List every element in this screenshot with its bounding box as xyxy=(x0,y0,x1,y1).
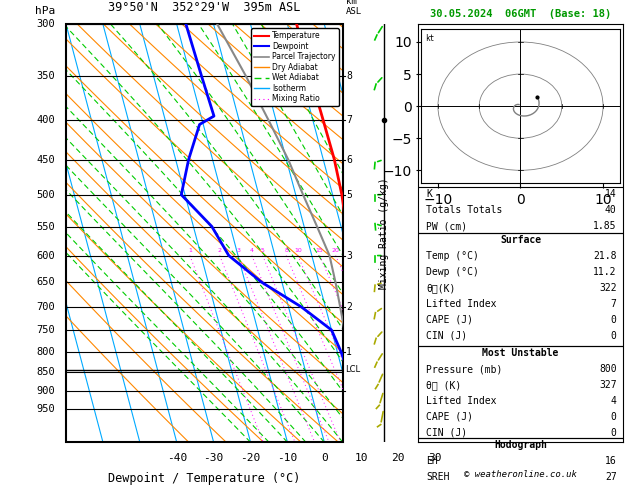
Text: 5: 5 xyxy=(260,248,265,254)
Text: Totals Totals: Totals Totals xyxy=(426,205,503,215)
Text: 8: 8 xyxy=(346,71,352,81)
Text: 550: 550 xyxy=(36,222,55,231)
Text: θᴄ(K): θᴄ(K) xyxy=(426,283,456,293)
Text: CAPE (J): CAPE (J) xyxy=(426,412,474,422)
Text: Mixing Ratio (g/kg): Mixing Ratio (g/kg) xyxy=(379,177,389,289)
Text: 800: 800 xyxy=(36,347,55,357)
Text: CIN (J): CIN (J) xyxy=(426,428,467,437)
Text: 21.8: 21.8 xyxy=(593,251,616,261)
Text: 700: 700 xyxy=(36,302,55,312)
Text: 40: 40 xyxy=(605,205,616,215)
Text: 3: 3 xyxy=(237,248,240,254)
Text: 20: 20 xyxy=(331,248,340,254)
Text: 0: 0 xyxy=(611,428,616,437)
Text: 30.05.2024  06GMT  (Base: 18): 30.05.2024 06GMT (Base: 18) xyxy=(430,9,611,19)
Text: 300: 300 xyxy=(36,19,55,29)
Text: 7: 7 xyxy=(611,299,616,309)
Text: Pressure (mb): Pressure (mb) xyxy=(426,364,503,374)
Legend: Temperature, Dewpoint, Parcel Trajectory, Dry Adiabat, Wet Adiabat, Isotherm, Mi: Temperature, Dewpoint, Parcel Trajectory… xyxy=(251,28,339,106)
Text: 14: 14 xyxy=(605,190,616,199)
Text: 1: 1 xyxy=(346,347,352,357)
Text: 327: 327 xyxy=(599,380,616,390)
Text: CIN (J): CIN (J) xyxy=(426,330,467,341)
Text: 650: 650 xyxy=(36,277,55,287)
Text: 500: 500 xyxy=(36,190,55,200)
Text: 6: 6 xyxy=(346,155,352,165)
Text: Dewp (°C): Dewp (°C) xyxy=(426,267,479,277)
Text: -20: -20 xyxy=(240,453,260,463)
Text: CAPE (J): CAPE (J) xyxy=(426,315,474,325)
Text: 950: 950 xyxy=(36,404,55,414)
Text: 15: 15 xyxy=(316,248,323,254)
Text: 8: 8 xyxy=(284,248,288,254)
Text: 0: 0 xyxy=(611,315,616,325)
Text: EH: EH xyxy=(426,456,438,466)
Text: 450: 450 xyxy=(36,155,55,165)
Text: 0: 0 xyxy=(611,412,616,422)
Text: 2: 2 xyxy=(346,302,352,312)
Text: km
ASL: km ASL xyxy=(345,0,362,16)
Text: 400: 400 xyxy=(36,115,55,125)
Text: 4: 4 xyxy=(250,248,253,254)
Text: SREH: SREH xyxy=(426,472,450,482)
Text: Dewpoint / Temperature (°C): Dewpoint / Temperature (°C) xyxy=(108,471,301,485)
Text: 0: 0 xyxy=(611,330,616,341)
Text: kt: kt xyxy=(425,34,435,43)
Text: Hodograph: Hodograph xyxy=(494,440,547,450)
Text: 600: 600 xyxy=(36,251,55,260)
Text: Lifted Index: Lifted Index xyxy=(426,299,497,309)
Text: PW (cm): PW (cm) xyxy=(426,221,467,231)
Text: 1.85: 1.85 xyxy=(593,221,616,231)
Text: Surface: Surface xyxy=(500,235,541,245)
Text: 7: 7 xyxy=(346,115,352,125)
Text: 800: 800 xyxy=(599,364,616,374)
Text: 900: 900 xyxy=(36,386,55,396)
Text: 4: 4 xyxy=(611,396,616,406)
Text: 30: 30 xyxy=(428,453,442,463)
Text: 3: 3 xyxy=(346,251,352,260)
Text: hPa: hPa xyxy=(35,6,55,16)
Text: -30: -30 xyxy=(204,453,224,463)
Text: 5: 5 xyxy=(346,190,352,200)
Text: 27: 27 xyxy=(605,472,616,482)
Text: 2: 2 xyxy=(218,248,221,254)
Text: -40: -40 xyxy=(167,453,187,463)
Text: 1: 1 xyxy=(188,248,192,254)
Text: θᴄ (K): θᴄ (K) xyxy=(426,380,462,390)
Text: 0: 0 xyxy=(321,453,328,463)
Text: Temp (°C): Temp (°C) xyxy=(426,251,479,261)
Text: 11.2: 11.2 xyxy=(593,267,616,277)
Text: -10: -10 xyxy=(277,453,298,463)
Text: 10: 10 xyxy=(355,453,368,463)
Text: Lifted Index: Lifted Index xyxy=(426,396,497,406)
Text: 750: 750 xyxy=(36,325,55,335)
Text: Most Unstable: Most Unstable xyxy=(482,348,559,358)
Text: © weatheronline.co.uk: © weatheronline.co.uk xyxy=(464,469,577,479)
Text: 850: 850 xyxy=(36,367,55,377)
Text: 20: 20 xyxy=(391,453,405,463)
Text: 10: 10 xyxy=(294,248,302,254)
Text: 39°50'N  352°29'W  395m ASL: 39°50'N 352°29'W 395m ASL xyxy=(108,1,301,14)
Text: K: K xyxy=(426,190,432,199)
Text: LCL: LCL xyxy=(345,365,360,374)
Text: 350: 350 xyxy=(36,71,55,81)
Text: 322: 322 xyxy=(599,283,616,293)
Text: 16: 16 xyxy=(605,456,616,466)
